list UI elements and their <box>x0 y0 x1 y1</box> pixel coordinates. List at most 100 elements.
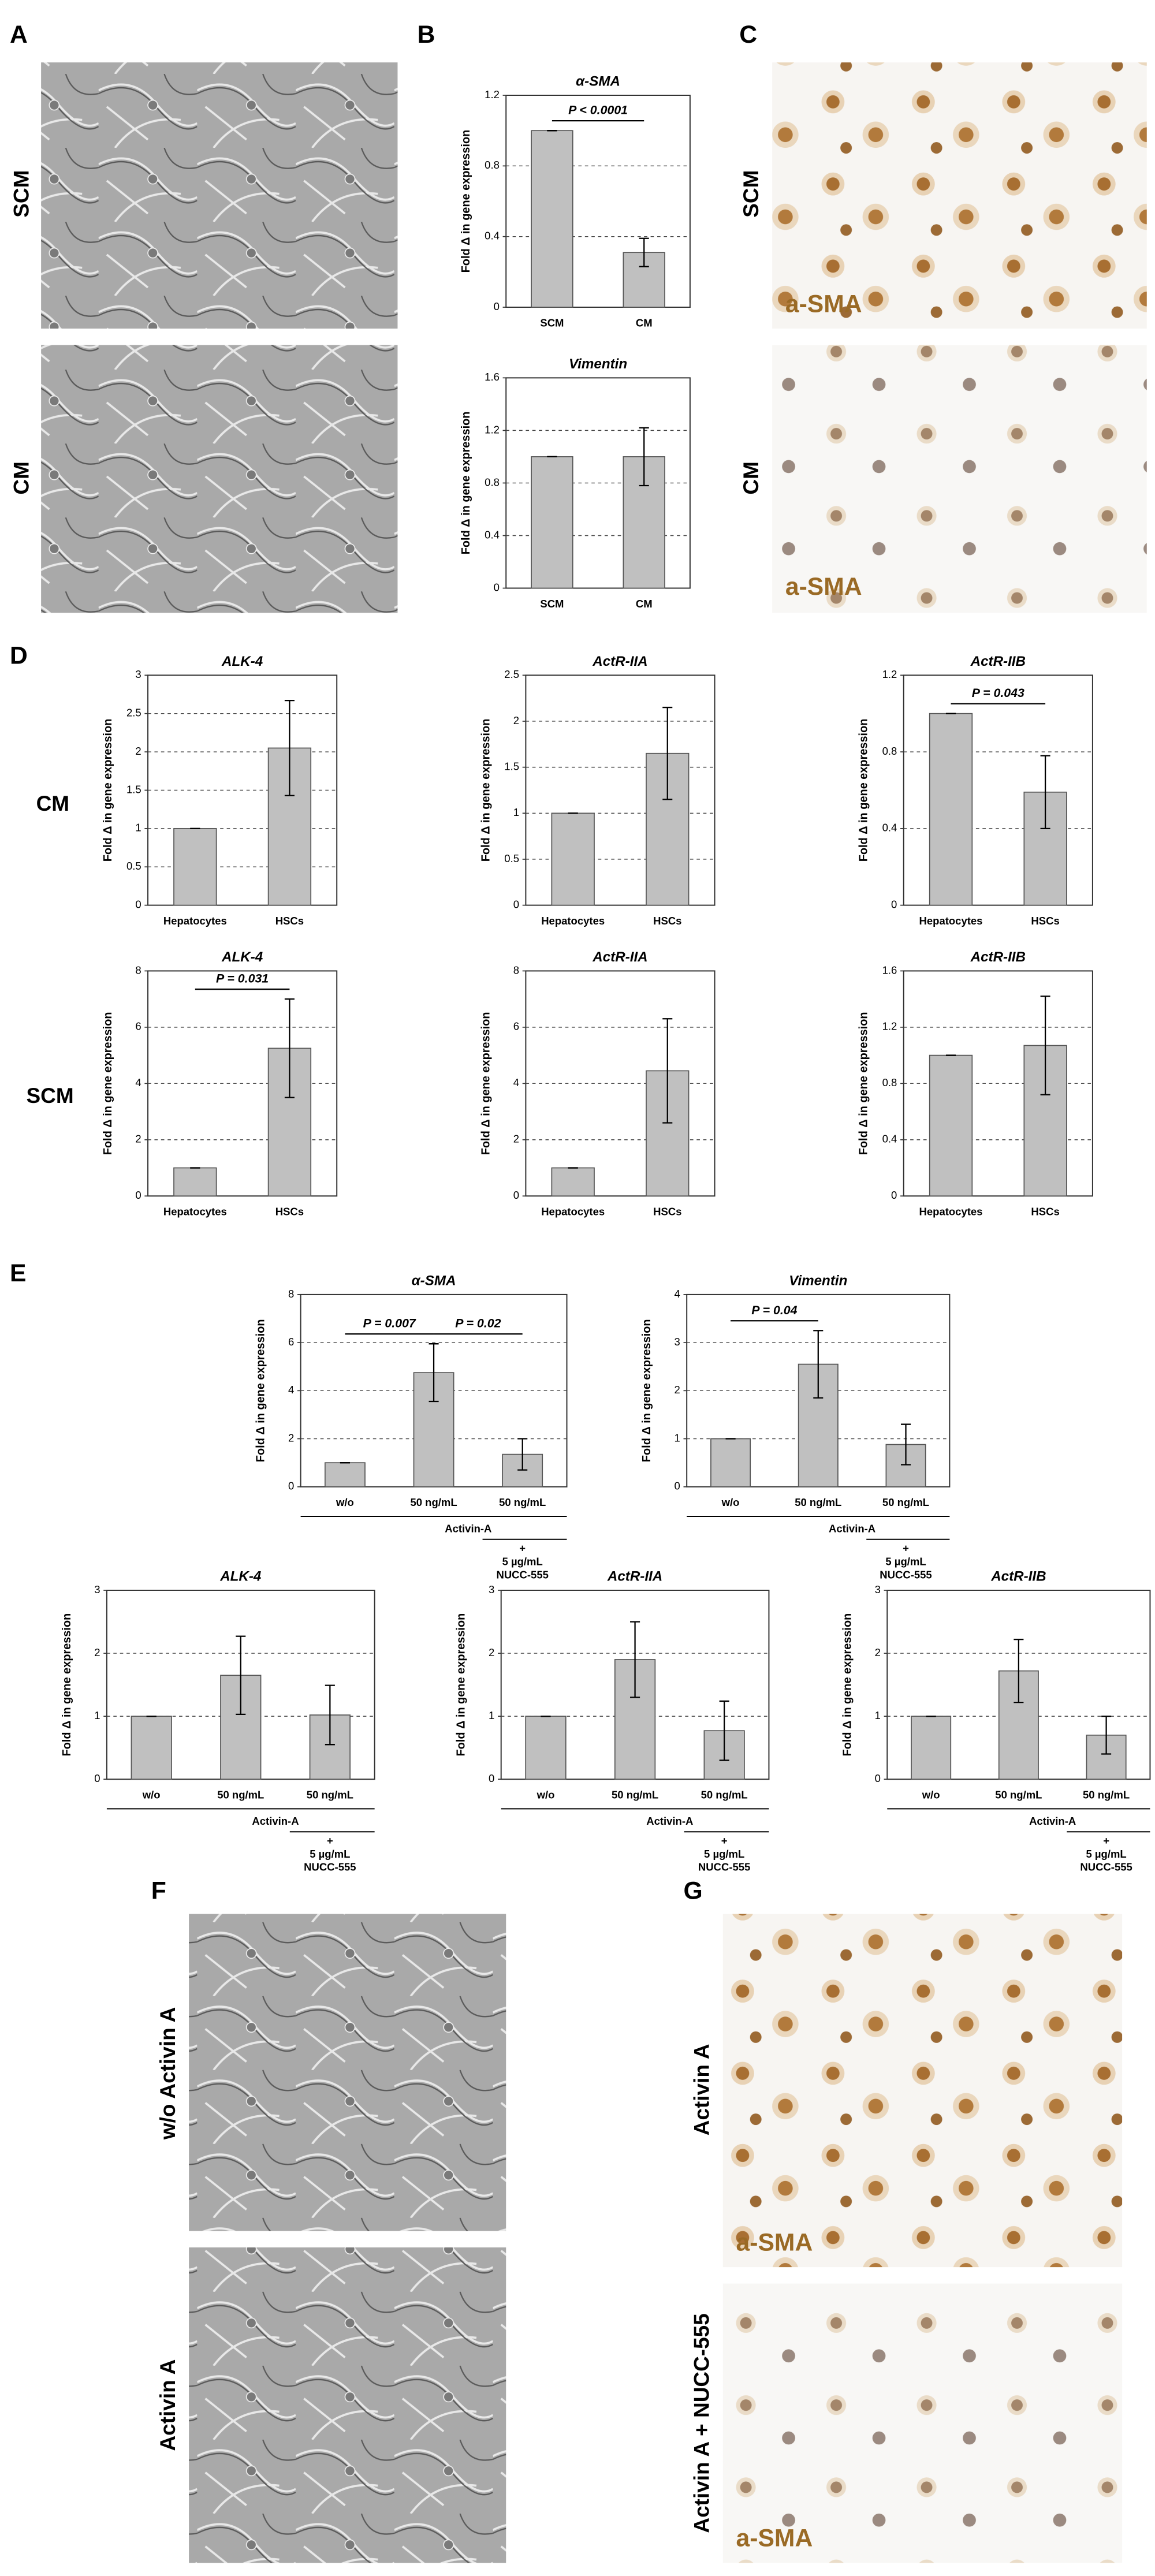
y-axis-label: Fold Δ in gene expression <box>255 1319 267 1462</box>
x-tick-label: w/o <box>922 1789 940 1801</box>
y-tick-label: 6 <box>135 1020 141 1032</box>
y-tick-label: 1 <box>135 822 141 834</box>
y-tick-label: 6 <box>288 1336 294 1348</box>
row-label: CM <box>36 792 69 815</box>
x-tick-label: 50 ng/mL <box>701 1789 748 1801</box>
y-tick-label: 3 <box>675 1336 680 1348</box>
x-tick-label: Hepatocytes <box>163 915 227 927</box>
y-tick-label: 4 <box>675 1288 680 1300</box>
x-tick-label: HSCs <box>653 1206 681 1218</box>
x-tick-label: HSCs <box>1031 1206 1059 1218</box>
y-tick-label: 1 <box>513 806 519 818</box>
y-tick-label: 1 <box>675 1431 680 1444</box>
inhibitor-label: 5 µg/mL <box>1086 1848 1126 1860</box>
y-axis-label: Fold Δ in gene expression <box>640 1319 653 1462</box>
y-tick-label: 0.8 <box>485 476 500 488</box>
y-tick-label: 3 <box>489 1583 494 1595</box>
y-tick-label: 1.6 <box>485 371 500 383</box>
stain-label: a-SMA <box>785 290 862 318</box>
significance-label: P = 0.04 <box>751 1303 797 1317</box>
micrograph <box>41 345 398 613</box>
chart-title: ALK-4 <box>219 1569 262 1585</box>
row-label: CM <box>739 461 763 495</box>
x-tick-label: HSCs <box>275 915 304 927</box>
y-tick-label: 0 <box>494 581 500 593</box>
row-label: SCM <box>10 170 33 218</box>
micrograph <box>772 62 1147 329</box>
inhibitor-label: NUCC-555 <box>880 1568 932 1580</box>
x-tick-label: CM <box>636 598 653 610</box>
y-tick-label: 1 <box>489 1709 494 1721</box>
bar <box>710 1438 751 1488</box>
y-axis-label: Fold Δ in gene expression <box>102 719 114 862</box>
chart-title: ActR-IIA <box>592 654 647 669</box>
bar <box>131 1716 172 1780</box>
y-tick-label: 0 <box>891 898 897 910</box>
y-axis-label: Fold Δ in gene expression <box>61 1613 73 1757</box>
significance-label: P = 0.043 <box>972 686 1024 700</box>
y-axis-label: Fold Δ in gene expression <box>858 719 870 862</box>
panel-letter: G <box>683 1877 702 1905</box>
y-tick-label: 0 <box>94 1772 100 1784</box>
y-tick-label: 1 <box>875 1709 881 1721</box>
chart-title: ActR-IIB <box>970 654 1026 669</box>
x-tick-label: w/o <box>142 1789 161 1801</box>
panel-letter: C <box>739 21 757 49</box>
inhibitor-label: 5 µg/mL <box>310 1848 350 1860</box>
inhibitor-label: NUCC-555 <box>496 1568 548 1580</box>
y-axis-label: Fold Δ in gene expression <box>479 1012 492 1155</box>
row-label: Activin A + NUCC-555 <box>690 2313 713 2533</box>
bar <box>551 1167 595 1197</box>
bar <box>929 1054 973 1197</box>
y-tick-label: 0 <box>875 1772 881 1784</box>
y-tick-label: 1.2 <box>485 423 500 435</box>
micrograph <box>189 1914 506 2231</box>
y-tick-label: 3 <box>94 1583 100 1595</box>
y-axis-label: Fold Δ in gene expression <box>858 1012 870 1155</box>
x-tick-label: 50 ng/mL <box>410 1496 457 1508</box>
y-tick-label: 0.8 <box>882 745 897 757</box>
x-tick-label: 50 ng/mL <box>217 1789 264 1801</box>
significance-label: P < 0.0001 <box>568 103 628 117</box>
bar <box>525 1716 567 1780</box>
x-tick-label: 50 ng/mL <box>995 1789 1042 1801</box>
y-tick-label: 2 <box>489 1646 494 1658</box>
bar <box>173 827 217 906</box>
bar <box>551 812 595 906</box>
y-tick-label: 6 <box>513 1020 519 1032</box>
y-tick-label: 2 <box>135 1133 141 1145</box>
micrograph <box>41 62 398 329</box>
row-label: Activin A <box>156 2359 180 2451</box>
y-tick-label: 0 <box>135 1189 141 1201</box>
row-label: Activin A <box>690 2044 713 2135</box>
x-tick-label: SCM <box>540 598 564 610</box>
group-label: Activin-A <box>1029 1815 1076 1827</box>
x-tick-label: 50 ng/mL <box>1083 1789 1130 1801</box>
y-tick-label: 2 <box>288 1431 294 1444</box>
x-tick-label: 50 ng/mL <box>795 1496 841 1508</box>
bar <box>325 1462 366 1488</box>
y-tick-label: 2.5 <box>126 707 141 719</box>
y-tick-label: 0 <box>489 1772 494 1784</box>
bar <box>911 1716 952 1780</box>
inhibitor-label: 5 µg/mL <box>502 1556 543 1568</box>
y-tick-label: 8 <box>288 1288 294 1300</box>
micrograph <box>189 2247 506 2563</box>
y-tick-label: 0 <box>513 898 519 910</box>
micrograph <box>772 345 1147 613</box>
bar <box>998 1670 1039 1780</box>
chart-title: ALK-4 <box>221 654 263 669</box>
stain-label: a-SMA <box>736 2525 813 2552</box>
x-tick-label: SCM <box>540 316 564 329</box>
x-tick-label: Hepatocytes <box>163 1206 227 1218</box>
y-tick-label: 4 <box>513 1076 519 1088</box>
y-tick-label: 0.4 <box>882 822 897 834</box>
bar <box>173 1167 217 1197</box>
y-tick-label: 1.2 <box>485 88 500 100</box>
x-tick-label: w/o <box>336 1496 354 1508</box>
micrograph <box>722 2283 1123 2563</box>
y-axis-label: Fold Δ in gene expression <box>479 719 492 862</box>
y-axis-label: Fold Δ in gene expression <box>460 412 472 555</box>
row-label: SCM <box>27 1084 74 1108</box>
x-tick-label: HSCs <box>653 915 681 927</box>
